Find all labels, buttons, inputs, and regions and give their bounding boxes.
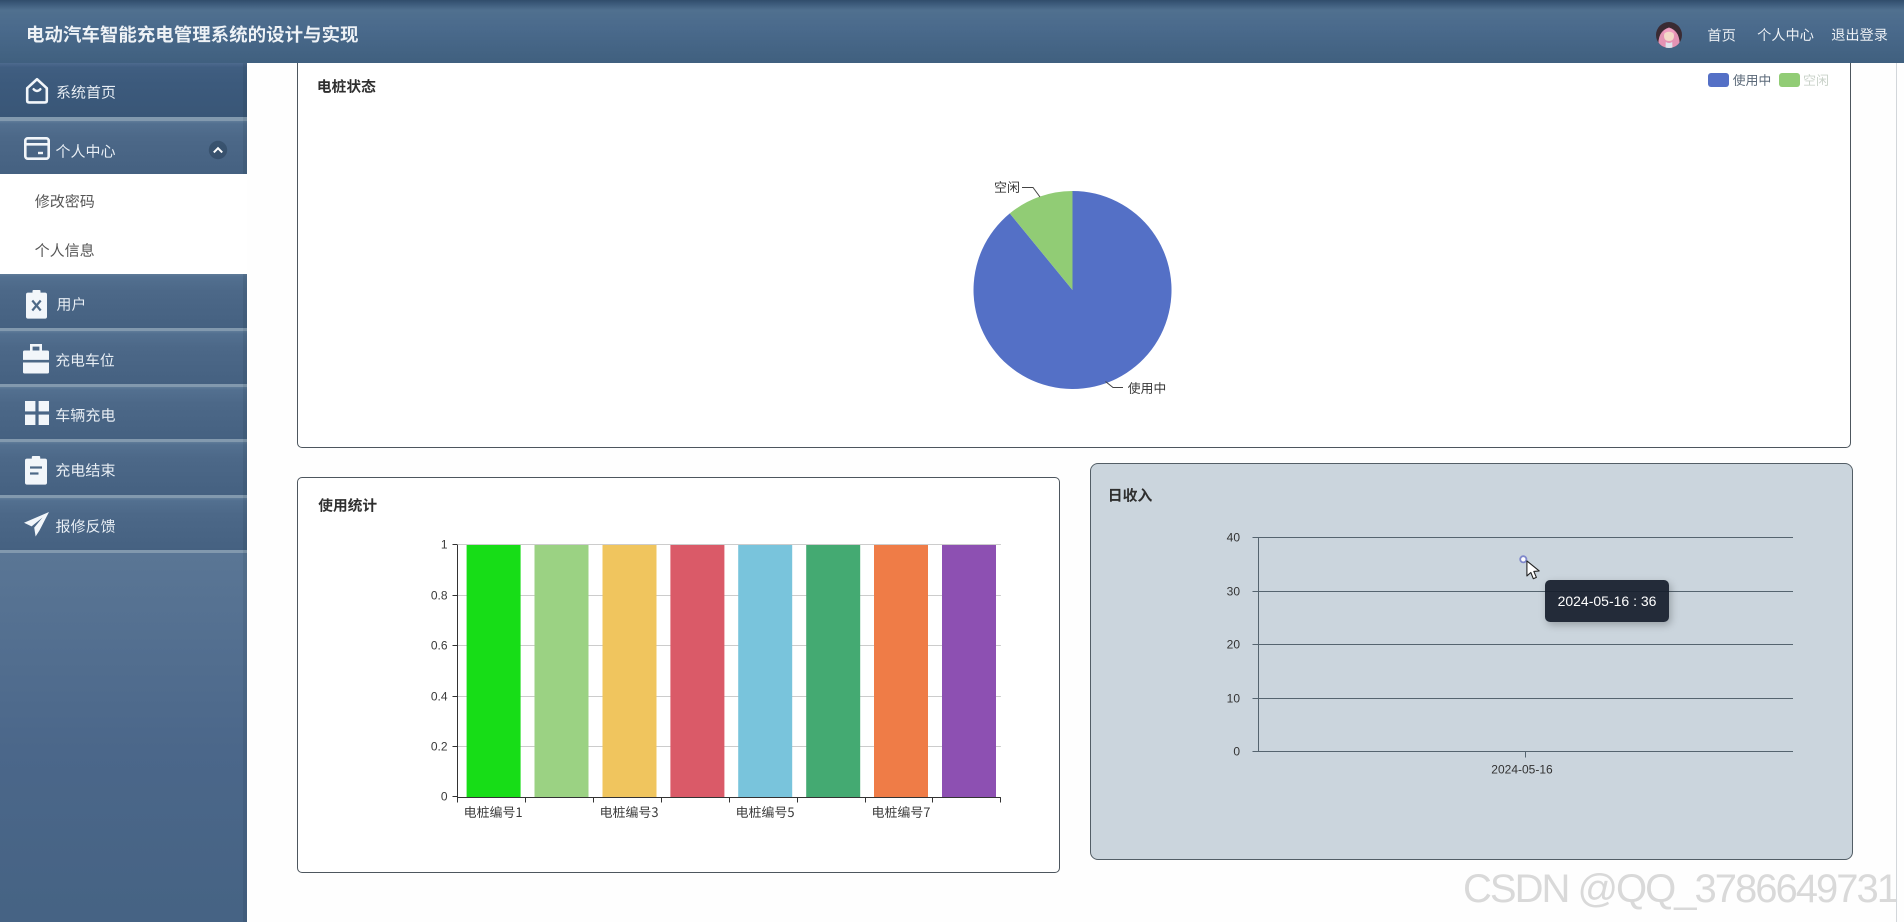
svg-text:1: 1 [441,538,448,552]
svg-text:0.6: 0.6 [431,639,448,653]
svg-text:10: 10 [1227,692,1241,706]
svg-text:0: 0 [441,790,448,804]
svg-text:0.4: 0.4 [431,690,448,704]
svg-text:0.2: 0.2 [431,740,448,754]
svg-text:2024-05-16: 2024-05-16 [1491,763,1553,777]
svg-text:40: 40 [1227,531,1241,545]
svg-text:0.8: 0.8 [431,589,448,603]
svg-text:0: 0 [1233,745,1240,759]
svg-text:20: 20 [1227,638,1241,652]
svg-text:30: 30 [1227,585,1241,599]
